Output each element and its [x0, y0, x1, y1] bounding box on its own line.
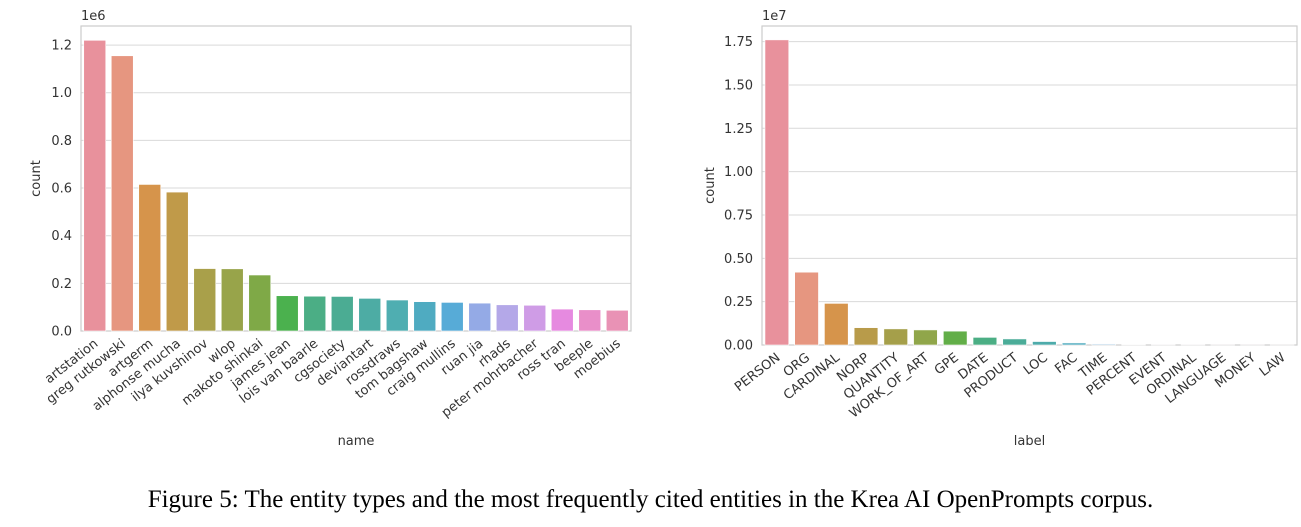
chart2-bar	[1002, 338, 1027, 346]
chart1-y-axis-label: count	[29, 160, 44, 197]
chart1-bar	[605, 309, 629, 332]
chart1-bar	[303, 295, 327, 332]
chart2-bar	[1032, 341, 1057, 346]
chart1-y-tick-label: 0.2	[51, 277, 72, 292]
chart1-bar	[550, 308, 574, 332]
chart2-bar	[913, 329, 938, 346]
chart2-offset-label: 1e7	[762, 9, 787, 24]
chart2-y-tick-label: 1.75	[724, 35, 753, 50]
chart1-bar	[110, 55, 134, 332]
chart2-x-tick-label: PERSON	[732, 350, 783, 395]
chart2-bar	[824, 303, 849, 346]
chart1-bar	[193, 268, 217, 332]
chart2-bar	[1091, 343, 1116, 346]
chart1-bar	[138, 184, 162, 332]
chart1-x-axis-label: name	[338, 434, 375, 449]
chart1-bar	[495, 304, 519, 332]
chart1-bar	[523, 304, 547, 332]
chart1-bar	[578, 309, 602, 332]
chart1-bar	[330, 296, 354, 332]
chart2-axes-frame	[761, 25, 1298, 346]
chart1-y-tick-label: 0.8	[51, 134, 72, 149]
chart2-y-axis-label: count	[703, 167, 718, 204]
chart1-bar	[468, 302, 492, 332]
chart1-bar	[248, 274, 272, 332]
chart1-bar	[385, 299, 409, 332]
chart1-bar	[275, 295, 299, 332]
chart1-bar	[440, 302, 464, 332]
chart2-x-tick-label: LAW	[1257, 350, 1289, 380]
chart2-bar	[853, 327, 879, 346]
chart1-y-tick-label: 0.4	[51, 229, 72, 244]
chart2-y-tick-label: 1.25	[724, 122, 753, 137]
chart2-y-tick-label: 0.75	[724, 208, 753, 223]
chart2-bar	[883, 328, 908, 346]
figure-caption: Figure 5: The entity types and the most …	[147, 486, 1154, 513]
chart1-bar	[220, 268, 244, 332]
chart1-y-tick-label: 1.0	[51, 86, 72, 101]
chart2-y-tick-label: 0.50	[724, 252, 753, 267]
chart2-x-tick-label: LOC	[1021, 350, 1051, 378]
chart2-y-tick-label: 0.00	[724, 339, 753, 354]
chart1-y-tick-label: 0.0	[51, 325, 72, 340]
chart2-bar	[943, 330, 968, 346]
chart2-bar	[764, 39, 790, 346]
chart1-bar	[165, 191, 189, 332]
chart2-y-tick-label: 1.00	[724, 165, 753, 180]
chart2-bar	[1061, 342, 1087, 346]
chart2-x-tick-label: FAC	[1052, 350, 1080, 377]
chart1-bar	[83, 39, 107, 332]
chart1-offset-label: 1e6	[81, 9, 106, 24]
chart1-axes-frame	[80, 25, 632, 332]
chart1-y-tick-label: 1.2	[51, 39, 72, 54]
chart2-bar	[794, 271, 819, 346]
chart1-y-tick-label: 0.6	[51, 182, 72, 197]
chart2-y-tick-label: 0.25	[724, 295, 753, 310]
chart2-bar	[972, 337, 998, 346]
chart2-y-tick-label: 1.50	[724, 78, 753, 93]
chart2-x-axis-label: label	[1014, 434, 1045, 449]
chart1-bar	[413, 301, 437, 332]
chart1-bar	[358, 298, 382, 332]
